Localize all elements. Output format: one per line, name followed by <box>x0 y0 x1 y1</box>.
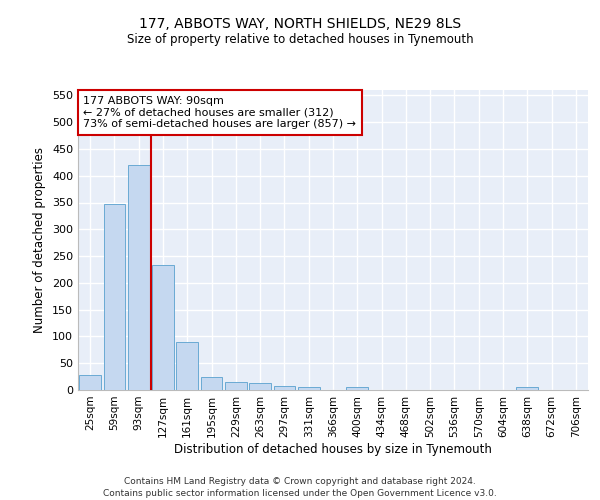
Bar <box>200 377 223 390</box>
Bar <box>274 386 295 390</box>
Bar <box>79 375 101 390</box>
Bar <box>225 382 247 390</box>
Text: Distribution of detached houses by size in Tynemouth: Distribution of detached houses by size … <box>174 442 492 456</box>
Bar <box>298 387 320 390</box>
Y-axis label: Number of detached properties: Number of detached properties <box>34 147 46 333</box>
Bar <box>249 383 271 390</box>
Bar <box>346 388 368 390</box>
Text: Size of property relative to detached houses in Tynemouth: Size of property relative to detached ho… <box>127 32 473 46</box>
Bar <box>176 342 198 390</box>
Bar <box>104 204 125 390</box>
Text: 177, ABBOTS WAY, NORTH SHIELDS, NE29 8LS: 177, ABBOTS WAY, NORTH SHIELDS, NE29 8LS <box>139 18 461 32</box>
Bar <box>128 165 149 390</box>
Bar <box>517 388 538 390</box>
Text: 177 ABBOTS WAY: 90sqm
← 27% of detached houses are smaller (312)
73% of semi-det: 177 ABBOTS WAY: 90sqm ← 27% of detached … <box>83 96 356 129</box>
Text: Contains public sector information licensed under the Open Government Licence v3: Contains public sector information licen… <box>103 489 497 498</box>
Bar <box>152 264 174 390</box>
Text: Contains HM Land Registry data © Crown copyright and database right 2024.: Contains HM Land Registry data © Crown c… <box>124 478 476 486</box>
